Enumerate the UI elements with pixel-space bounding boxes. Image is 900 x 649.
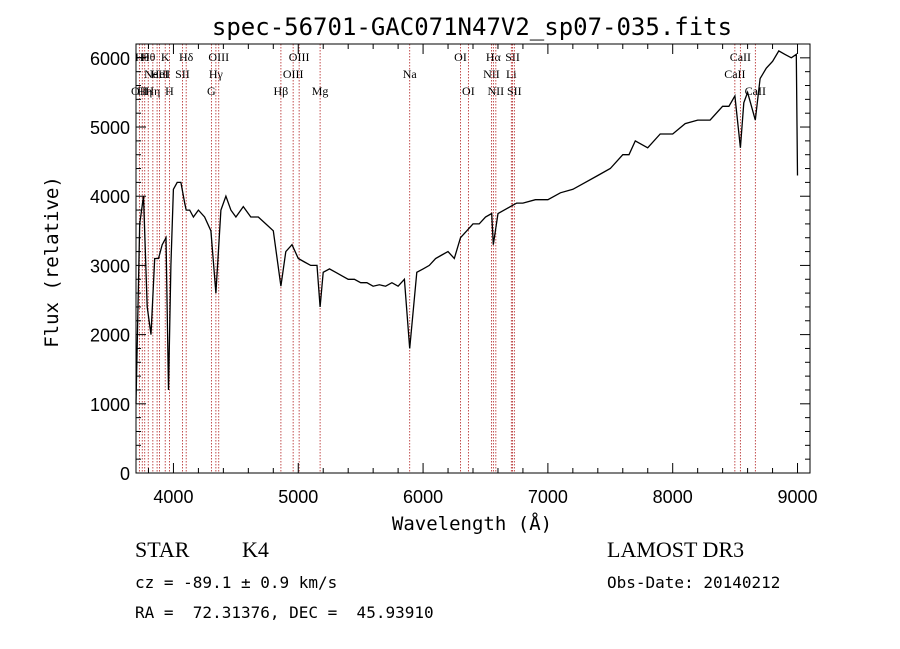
y-tick-label: 2000 bbox=[90, 326, 130, 346]
y-tick-label: 1000 bbox=[90, 395, 130, 415]
y-tick-label: 3000 bbox=[90, 256, 130, 276]
observation-date: Obs-Date: 20140212 bbox=[607, 573, 781, 592]
object-class: STAR bbox=[135, 537, 190, 562]
object-subclass: K4 bbox=[242, 537, 269, 562]
spectral-line-markers: OIIHθHηHθHηNeIIIHeIKHSIIHδGHγOIIIHβOIIIO… bbox=[131, 44, 766, 473]
spectrum-line bbox=[135, 50, 799, 404]
x-tick-label: 6000 bbox=[403, 487, 443, 507]
marker-label: Li bbox=[506, 67, 517, 81]
redshift-velocity: cz = -89.1 ± 0.9 km/s bbox=[135, 573, 338, 592]
marker-label: Hα bbox=[486, 50, 502, 64]
marker-label: HeI bbox=[151, 67, 169, 81]
marker-label: K bbox=[161, 50, 170, 64]
marker-label: NII bbox=[483, 67, 500, 81]
marker-label: OIII bbox=[208, 50, 229, 64]
y-tick-label: 4000 bbox=[90, 187, 130, 207]
x-tick-label: 5000 bbox=[278, 487, 318, 507]
marker-label: Hγ bbox=[209, 67, 224, 81]
sky-coordinates: RA = 72.31376, DEC = 45.93910 bbox=[135, 603, 434, 622]
y-tick-label: 5000 bbox=[90, 118, 130, 138]
x-tick-label: 9000 bbox=[777, 487, 817, 507]
marker-label: SII bbox=[505, 50, 520, 64]
x-tick-label: 8000 bbox=[653, 487, 693, 507]
x-tick-label: 7000 bbox=[528, 487, 568, 507]
axis-ticks: 4000 5000 6000 7000 8000 9000 0 1000 2000 3000 400… bbox=[90, 43, 818, 507]
x-tick-label: 4000 bbox=[153, 487, 193, 507]
spectrum-chart: spec-56701-GAC071N47V2_sp07-035.fits OII… bbox=[41, 13, 818, 535]
marker-label: SII bbox=[175, 67, 190, 81]
marker-label: OI bbox=[454, 50, 467, 64]
plot-frame bbox=[135, 43, 811, 474]
y-tick-label: 0 bbox=[120, 464, 130, 484]
chart-title: spec-56701-GAC071N47V2_sp07-035.fits bbox=[212, 13, 732, 41]
marker-label: OIII bbox=[283, 67, 304, 81]
marker-label: Hθ bbox=[135, 50, 150, 64]
marker-label: Hη bbox=[145, 84, 160, 98]
y-tick-label: 6000 bbox=[90, 49, 130, 69]
marker-label: NeIII bbox=[144, 67, 170, 81]
y-axis-label: Flux (relative) bbox=[41, 176, 63, 348]
marker-label: H bbox=[165, 84, 174, 98]
marker-label: G bbox=[207, 84, 216, 98]
marker-label: OII bbox=[131, 84, 148, 98]
x-axis-label: Wavelength (Å) bbox=[392, 512, 552, 535]
marker-label: Mg bbox=[312, 84, 329, 98]
marker-label: Na bbox=[403, 67, 418, 81]
marker-label: SII bbox=[507, 84, 522, 98]
marker-label: OIII bbox=[289, 50, 310, 64]
marker-label: Hθ bbox=[141, 50, 156, 64]
survey-name: LAMOST DR3 bbox=[607, 537, 745, 562]
marker-label: Hβ bbox=[274, 84, 289, 98]
marker-label: Hδ bbox=[179, 50, 194, 64]
marker-label: CaII bbox=[724, 67, 745, 81]
marker-label: NII bbox=[488, 84, 505, 98]
marker-label: OI bbox=[462, 84, 475, 98]
marker-label: CaII bbox=[745, 84, 766, 98]
marker-label: CaII bbox=[730, 50, 751, 64]
